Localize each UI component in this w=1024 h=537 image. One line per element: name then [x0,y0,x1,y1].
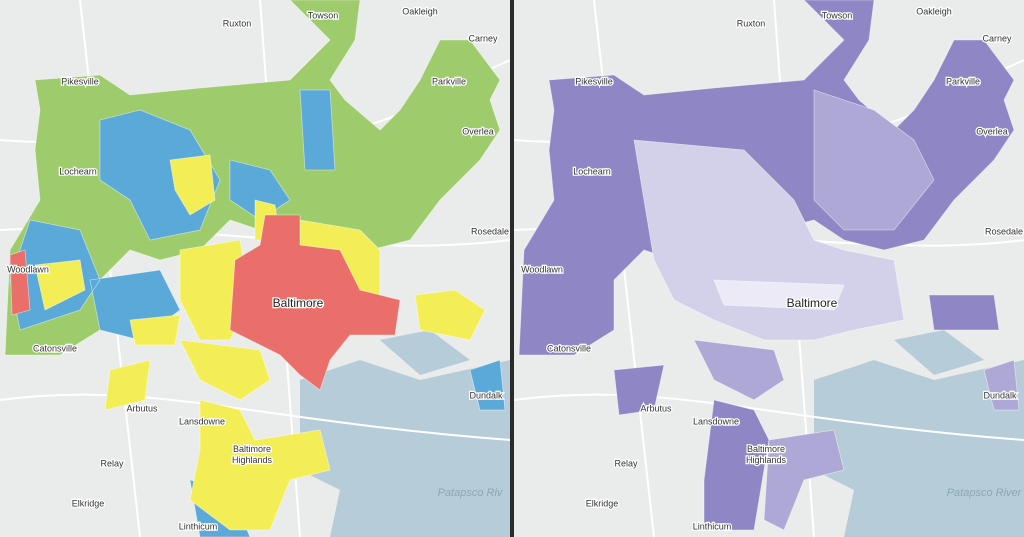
place-label: Lochearn [573,166,611,176]
place-label: Baltimore Highlands [232,444,273,465]
place-label: Overlea [462,126,494,136]
place-label: Ruxton [223,18,252,28]
place-label: Woodlawn [521,264,563,274]
place-label: Overlea [976,126,1008,136]
place-label: Arbutus [640,403,672,413]
region [693,89,1020,531]
region [713,279,845,311]
place-label: Oakleigh [916,6,952,16]
place-label: Dundalk [469,390,503,400]
place-label: Relay [100,458,124,468]
place-label: Oakleigh [402,6,438,16]
place-label: Linthicum [693,521,732,531]
place-label: Pikesville [61,76,99,86]
water [300,330,510,537]
place-label: Pikesville [575,76,613,86]
regions [4,0,506,537]
label-line: Highlands [746,455,787,465]
divider [510,0,514,537]
right-map: Towson Oakleigh Ruxton Carney Pikesville Park… [514,0,1024,537]
place-label: Dundalk [983,390,1017,400]
water [814,330,1024,537]
place-label: Patapsco Riv [438,487,504,499]
place-label: Linthicum [179,521,218,531]
place-label: Woodlawn [7,264,49,274]
label-line: Baltimore [747,444,785,454]
region [9,214,401,391]
place-label: Rosedale [985,226,1023,236]
place-label: Parkville [946,76,980,86]
place-label: Baltimore [787,296,838,310]
place-label: Catonsville [33,343,77,353]
place-label: Relay [614,458,638,468]
place-label: Catonsville [547,343,591,353]
place-label: Baltimore [273,296,324,310]
place-label: Parkville [432,76,466,86]
label-line: Baltimore [233,444,271,454]
place-label: Lansdowne [693,416,739,426]
label-line: Highlands [232,455,273,465]
place-label: Patapsco River [947,487,1023,499]
left-map: Towson Oakleigh Ruxton Carney Pikesville Park… [0,0,510,537]
place-label: Towson [308,10,339,20]
place-label: Towson [822,10,853,20]
place-label: Elkridge [72,498,105,508]
place-label: Rosedale [471,226,509,236]
place-label: Elkridge [586,498,619,508]
place-label: Ruxton [737,18,766,28]
regions [518,0,1020,531]
place-label: Lansdowne [179,416,225,426]
place-label: Arbutus [126,403,158,413]
place-label: Lochearn [59,166,97,176]
place-label: Baltimore Highlands [746,444,787,465]
place-label: Carney [982,33,1012,43]
place-label: Carney [468,33,498,43]
